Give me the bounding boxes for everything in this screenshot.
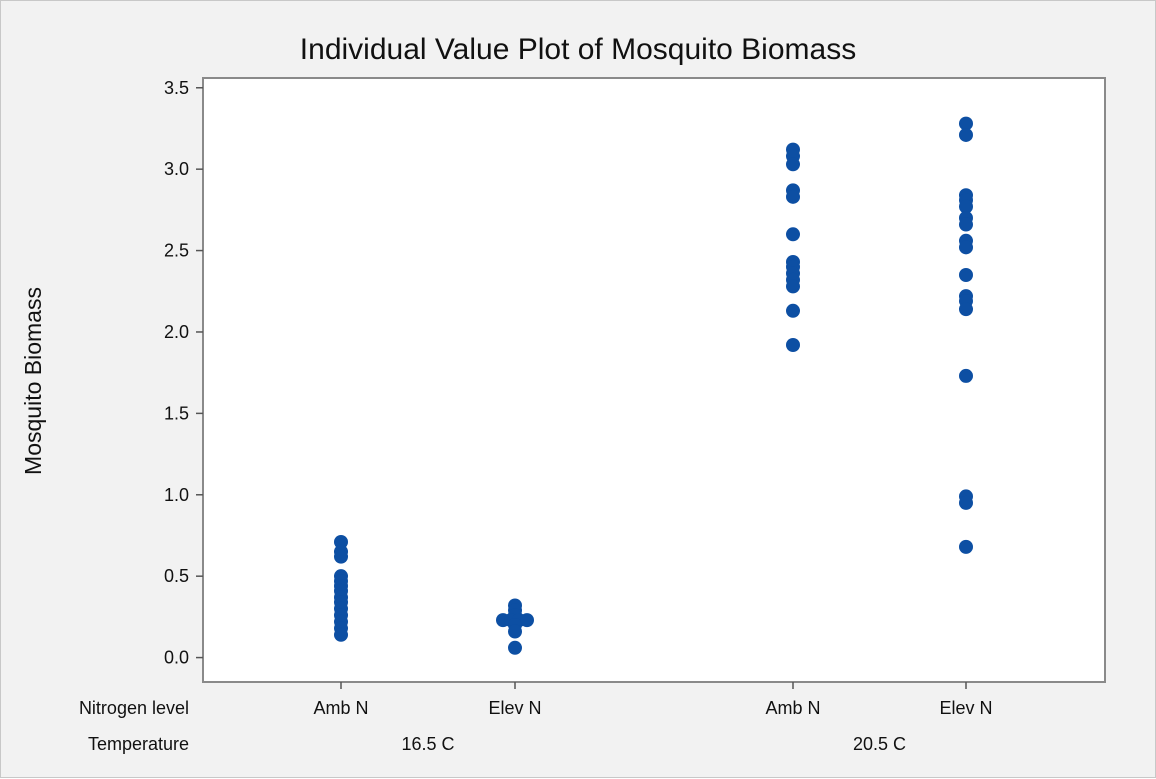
data-point [959,368,973,383]
plot-area [202,77,1106,683]
y-tick-label: 3.0 [164,159,189,179]
chart-title: Individual Value Plot of Mosquito Biomas… [300,33,856,66]
y-axis-label: Mosquito Biomass [20,287,46,475]
y-tick-label: 3.5 [164,78,189,98]
data-point [786,157,800,172]
nitrogen-category-label: Elev N [939,698,992,718]
data-point [786,337,800,352]
data-point [508,624,522,639]
data-point [959,495,973,510]
data-point [959,539,973,554]
data-point [959,199,973,214]
data-point [520,613,534,628]
nitrogen-category-label: Amb N [313,698,368,718]
data-points [334,116,973,655]
y-tick-label: 2.5 [164,241,189,261]
nitrogen-category-label: Amb N [765,698,820,718]
data-point [959,116,973,131]
data-point [959,240,973,255]
data-point [334,549,348,564]
data-point [786,189,800,204]
data-point [959,302,973,317]
data-point [959,267,973,282]
y-tick-label: 2.0 [164,322,189,342]
y-tick-label: 1.0 [164,485,189,505]
data-point [786,303,800,318]
data-point [334,534,348,549]
y-axis-ticks: 0.0 0.5 1.0 1.5 2.0 2.5 3.0 3.5 [164,78,203,668]
y-tick-label: 1.5 [164,403,189,423]
temperature-row-label: Temperature [88,734,189,754]
temperature-category-label: 20.5 C [853,734,906,754]
data-point [334,627,348,642]
nitrogen-category-label: Elev N [488,698,541,718]
data-point [959,127,973,142]
y-tick-label: 0.0 [164,648,189,668]
data-point [786,227,800,242]
data-point [508,640,522,655]
temperature-category-label: 16.5 C [401,734,454,754]
x-axis-labels: Amb N Elev N Amb N Elev N 16.5 C 20.5 C [313,682,993,754]
nitrogen-row-label: Nitrogen level [79,698,189,718]
data-point [959,217,973,232]
y-tick-label: 0.5 [164,566,189,586]
data-point [786,279,800,294]
